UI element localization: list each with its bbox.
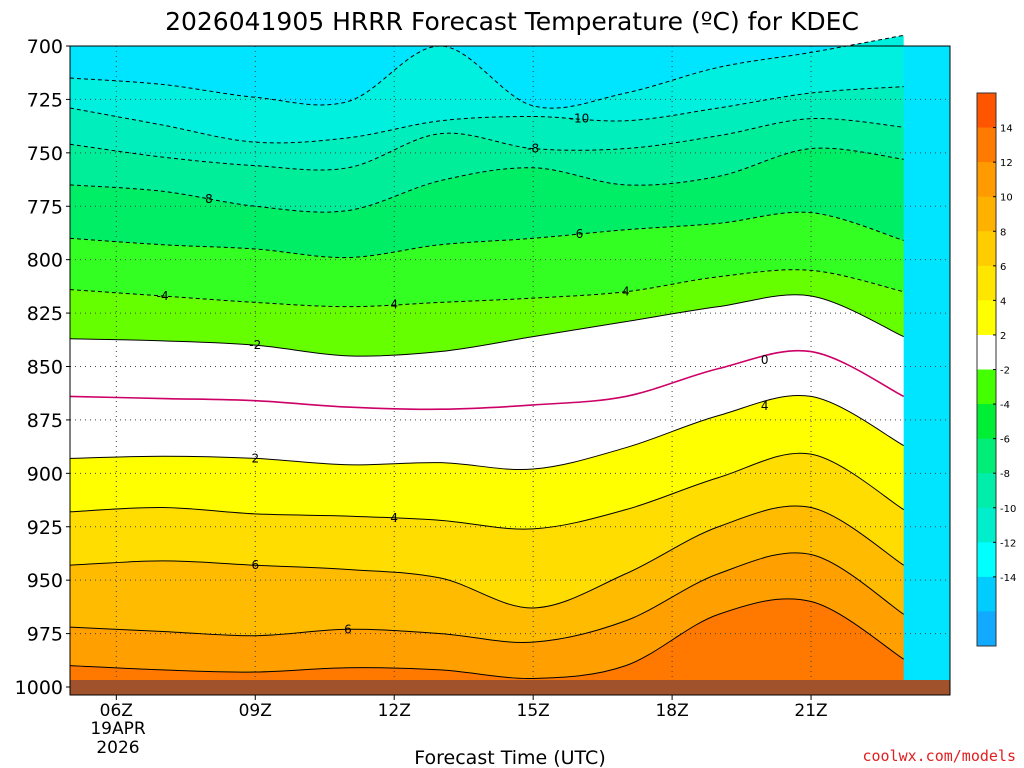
isotherm-1 xyxy=(69,349,905,411)
isotherm-label: -2 xyxy=(249,338,261,352)
band--8 xyxy=(70,118,904,213)
isotherm-label: -10 xyxy=(570,112,590,126)
x-tick-label: 12Z xyxy=(378,701,411,721)
isotherm-label: 4 xyxy=(390,511,398,525)
colorbar-swatch xyxy=(977,196,996,232)
x-axis: 06Z 09Z 12Z 15Z 18Z 21Z xyxy=(100,695,828,721)
isotherm-label: -4 xyxy=(157,289,169,303)
y-tick-label: 925 xyxy=(27,517,63,539)
band--6 xyxy=(70,148,904,258)
isotherm--10 xyxy=(69,86,904,144)
isotherm-4 xyxy=(69,452,904,530)
band--12 xyxy=(70,35,904,143)
band-4 xyxy=(70,453,904,608)
colorbar-swatch xyxy=(977,369,996,405)
colorbar: 14 12 10 8 6 4 2 -2 -4 -6 -8 -10 -12 -14 xyxy=(976,92,1016,647)
isotherm-label: 4 xyxy=(622,285,630,299)
colorbar-swatch xyxy=(977,334,996,370)
y-tick-label: 725 xyxy=(27,89,63,111)
colorbar-label: 4 xyxy=(1000,296,1006,307)
y-tick-label: 775 xyxy=(27,196,63,218)
isotherm--6 xyxy=(69,147,904,213)
colorbar-label: -4 xyxy=(1000,400,1010,411)
band-1 xyxy=(70,350,904,470)
band-10 xyxy=(70,598,904,687)
isotherm-label: 4 xyxy=(390,298,398,312)
colorbar-swatch xyxy=(977,300,996,336)
isotherm-label: 6 xyxy=(251,558,259,572)
y-tick-label: 1000 xyxy=(15,677,63,699)
date-label-year: 2026 xyxy=(96,738,139,758)
isotherm--8 xyxy=(69,118,904,171)
colorbar-swatch xyxy=(977,127,996,163)
band-6 xyxy=(70,505,904,643)
colorbar-label: -2 xyxy=(1000,366,1010,377)
isotherm-label: 4 xyxy=(761,399,769,413)
chart-title: 2026041905 HRRR Forecast Temperature (ºC… xyxy=(165,7,859,36)
plot-frame xyxy=(69,45,951,696)
colorbar-label: -6 xyxy=(1000,435,1010,446)
colorbar-label: -14 xyxy=(1000,573,1016,584)
colorbar-label: -8 xyxy=(1000,469,1010,480)
y-tick-label: 700 xyxy=(27,36,63,58)
colorbar-swatch xyxy=(977,231,996,267)
x-axis-label: Forecast Time (UTC) xyxy=(414,747,605,768)
y-tick-label: 825 xyxy=(27,303,63,325)
colorbar-label: 8 xyxy=(1000,227,1006,238)
y-axis: 700 725 750 775 800 825 850 875 900 925 950 975 1000 xyxy=(15,36,70,699)
source-credit: coolwx.com/models xyxy=(862,747,1016,765)
isotherm-8 xyxy=(69,552,904,643)
isotherm-label: 0 xyxy=(761,353,769,367)
colorbar-label: 14 xyxy=(1000,124,1013,135)
isotherm-6 xyxy=(69,505,904,609)
colorbar-label: 2 xyxy=(1000,331,1006,342)
isotherm-label: -8 xyxy=(527,142,539,156)
colorbar-label: 10 xyxy=(1000,193,1013,204)
isotherm-label: 8 xyxy=(205,192,213,206)
colorbar-swatch xyxy=(977,265,996,301)
date-label-day: 19APR xyxy=(90,719,146,739)
colorbar-swatch xyxy=(977,473,996,509)
isotherm-labels: -10 -8 8 6 -4 4 4 -2 0 2 4 4 6 6 xyxy=(157,112,769,637)
isotherm-2 xyxy=(69,395,904,471)
band-2 xyxy=(70,395,904,530)
isotherm-lines xyxy=(69,34,905,679)
y-tick-label: 875 xyxy=(27,410,63,432)
isotherm-label: 6 xyxy=(576,227,584,241)
ground-surface xyxy=(70,680,950,695)
colorbar-swatch xyxy=(977,162,996,198)
x-tick-label: 21Z xyxy=(794,701,827,721)
x-tick-label: 06Z xyxy=(100,701,133,721)
y-tick-label: 850 xyxy=(27,357,63,379)
colorbar-swatch xyxy=(977,404,996,440)
colorbar-swatch xyxy=(977,507,996,543)
colorbar-swatch xyxy=(977,576,996,612)
x-tick-label: 15Z xyxy=(517,701,550,721)
colorbar-label: 12 xyxy=(1000,158,1013,169)
colorbar-swatch xyxy=(977,438,996,474)
y-tick-label: 950 xyxy=(27,570,63,592)
colorbar-label: -12 xyxy=(1000,538,1016,549)
colorbar-swatch xyxy=(977,611,996,647)
colorbar-swatch xyxy=(977,93,996,129)
band--2 xyxy=(70,269,904,357)
x-tick-label: 09Z xyxy=(239,701,272,721)
band--10 xyxy=(70,86,904,171)
isotherm-label: 6 xyxy=(344,622,352,636)
band--4 xyxy=(70,212,904,307)
band-0 xyxy=(70,294,904,410)
colorbar-label: 6 xyxy=(1000,262,1006,273)
y-tick-label: 750 xyxy=(27,143,63,165)
y-tick-label: 800 xyxy=(27,250,63,272)
colorbar-label: -10 xyxy=(1000,504,1016,515)
y-tick-label: 975 xyxy=(27,624,63,646)
isotherm-10 xyxy=(69,598,904,679)
isotherm-label: 2 xyxy=(251,451,259,465)
y-tick-label: 900 xyxy=(27,463,63,485)
isotherm-0 xyxy=(69,294,904,357)
colorbar-swatch xyxy=(977,542,996,578)
x-tick-label: 18Z xyxy=(655,701,688,721)
